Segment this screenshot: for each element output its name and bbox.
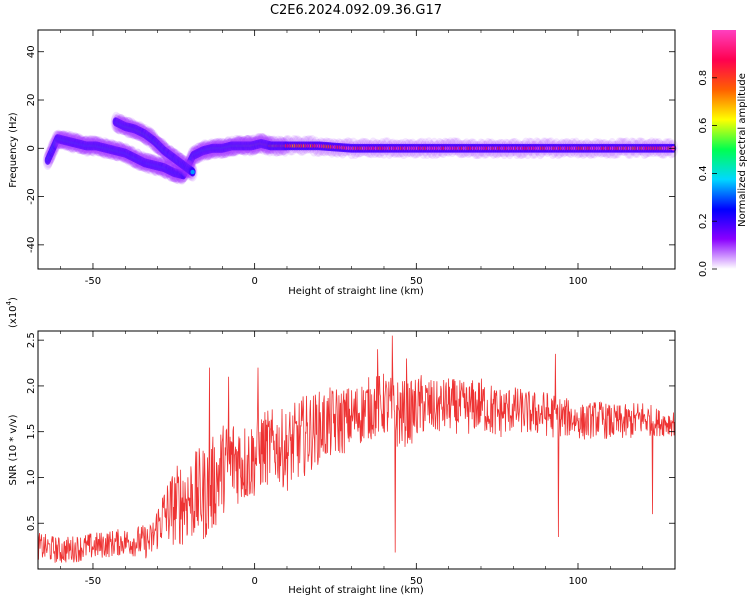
heatmap-x-tick-label: -50	[85, 276, 101, 287]
snr-y-multiplier-base: (x10	[8, 305, 19, 328]
snr-y-axis-label: SNR (10 * v/v)	[8, 414, 19, 485]
heatmap-marks	[42, 111, 679, 185]
heatmap-y-tick-label: 20	[26, 94, 37, 107]
heatmap-y-tick-label: 0	[26, 145, 37, 151]
snr-x-tick-label: -50	[85, 576, 101, 587]
snr-y-tick-label: 0.5	[26, 515, 37, 531]
colorbar-label: Normalized spectral amplitude	[737, 73, 748, 227]
chart-title: C2E6.2024.092.09.36.G17	[270, 3, 442, 18]
heatmap-y-tick-label: -20	[26, 188, 37, 204]
heatmap-y-axis-label: Frequency (Hz)	[8, 112, 19, 188]
colorbar-tick-label: 0.2	[698, 213, 709, 229]
snr-y-tick-label: 1.5	[26, 424, 37, 440]
colorbar-tick-label: 0.0	[698, 261, 709, 277]
snr-x-tick-label: 0	[251, 576, 257, 587]
colorbar-tick-label: 0.8	[698, 70, 709, 86]
colorbar-gradient	[712, 30, 736, 269]
heatmap-x-tick-label: 100	[568, 276, 587, 287]
heatmap-x-axis-label: Height of straight line (km)	[288, 286, 424, 297]
snr-y-tick-label: 2.5	[26, 332, 37, 348]
snr-y-tick-label: 1.0	[26, 470, 37, 486]
snr-y-multiplier: (x104)	[5, 297, 19, 328]
colorbar-tick-label: 0.6	[698, 118, 709, 134]
heatmap-y-tick-label: 40	[26, 45, 37, 58]
heatmap-y-tick-label: -40	[26, 237, 37, 253]
snr-plot-area	[38, 331, 675, 569]
colorbar-tick-label: 0.4	[698, 165, 709, 181]
snr-y-multiplier-close: )	[8, 297, 19, 301]
heatmap-core	[190, 169, 195, 175]
colorbar: 0.0 0.2 0.4 0.6 0.8 Normalized spectral ampl…	[698, 30, 748, 277]
snr-x-tick-label: 100	[568, 576, 587, 587]
snr-y-tick-label: 2.0	[26, 378, 37, 394]
snr-x-axis-label: Height of straight line (km)	[288, 585, 424, 596]
heatmap-x-tick-label: 0	[251, 276, 257, 287]
